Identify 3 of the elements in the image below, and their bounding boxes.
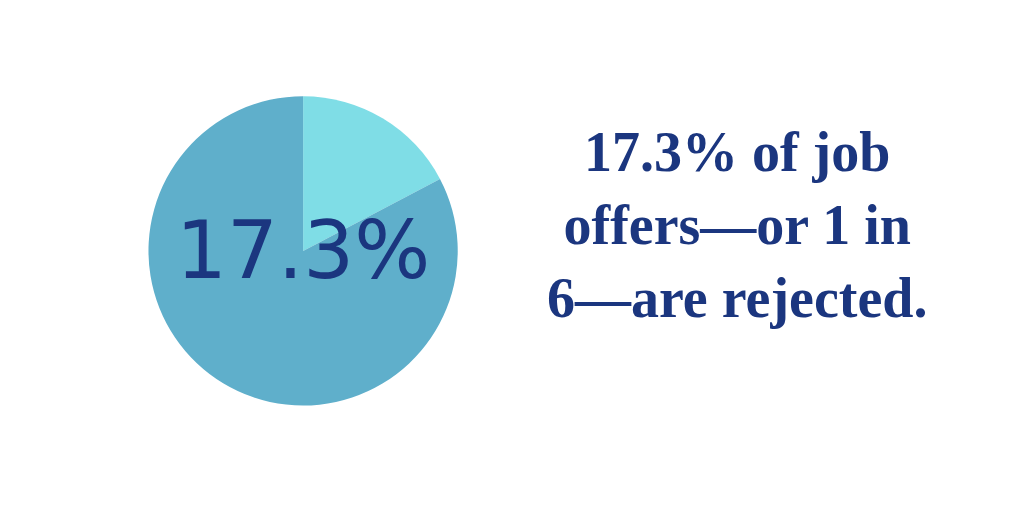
data-label: 17.3% [176, 204, 431, 297]
pie-slice [148, 96, 458, 406]
text: 17.3% of job offers—or 1 in 6—are rejected. [547, 121, 928, 329]
